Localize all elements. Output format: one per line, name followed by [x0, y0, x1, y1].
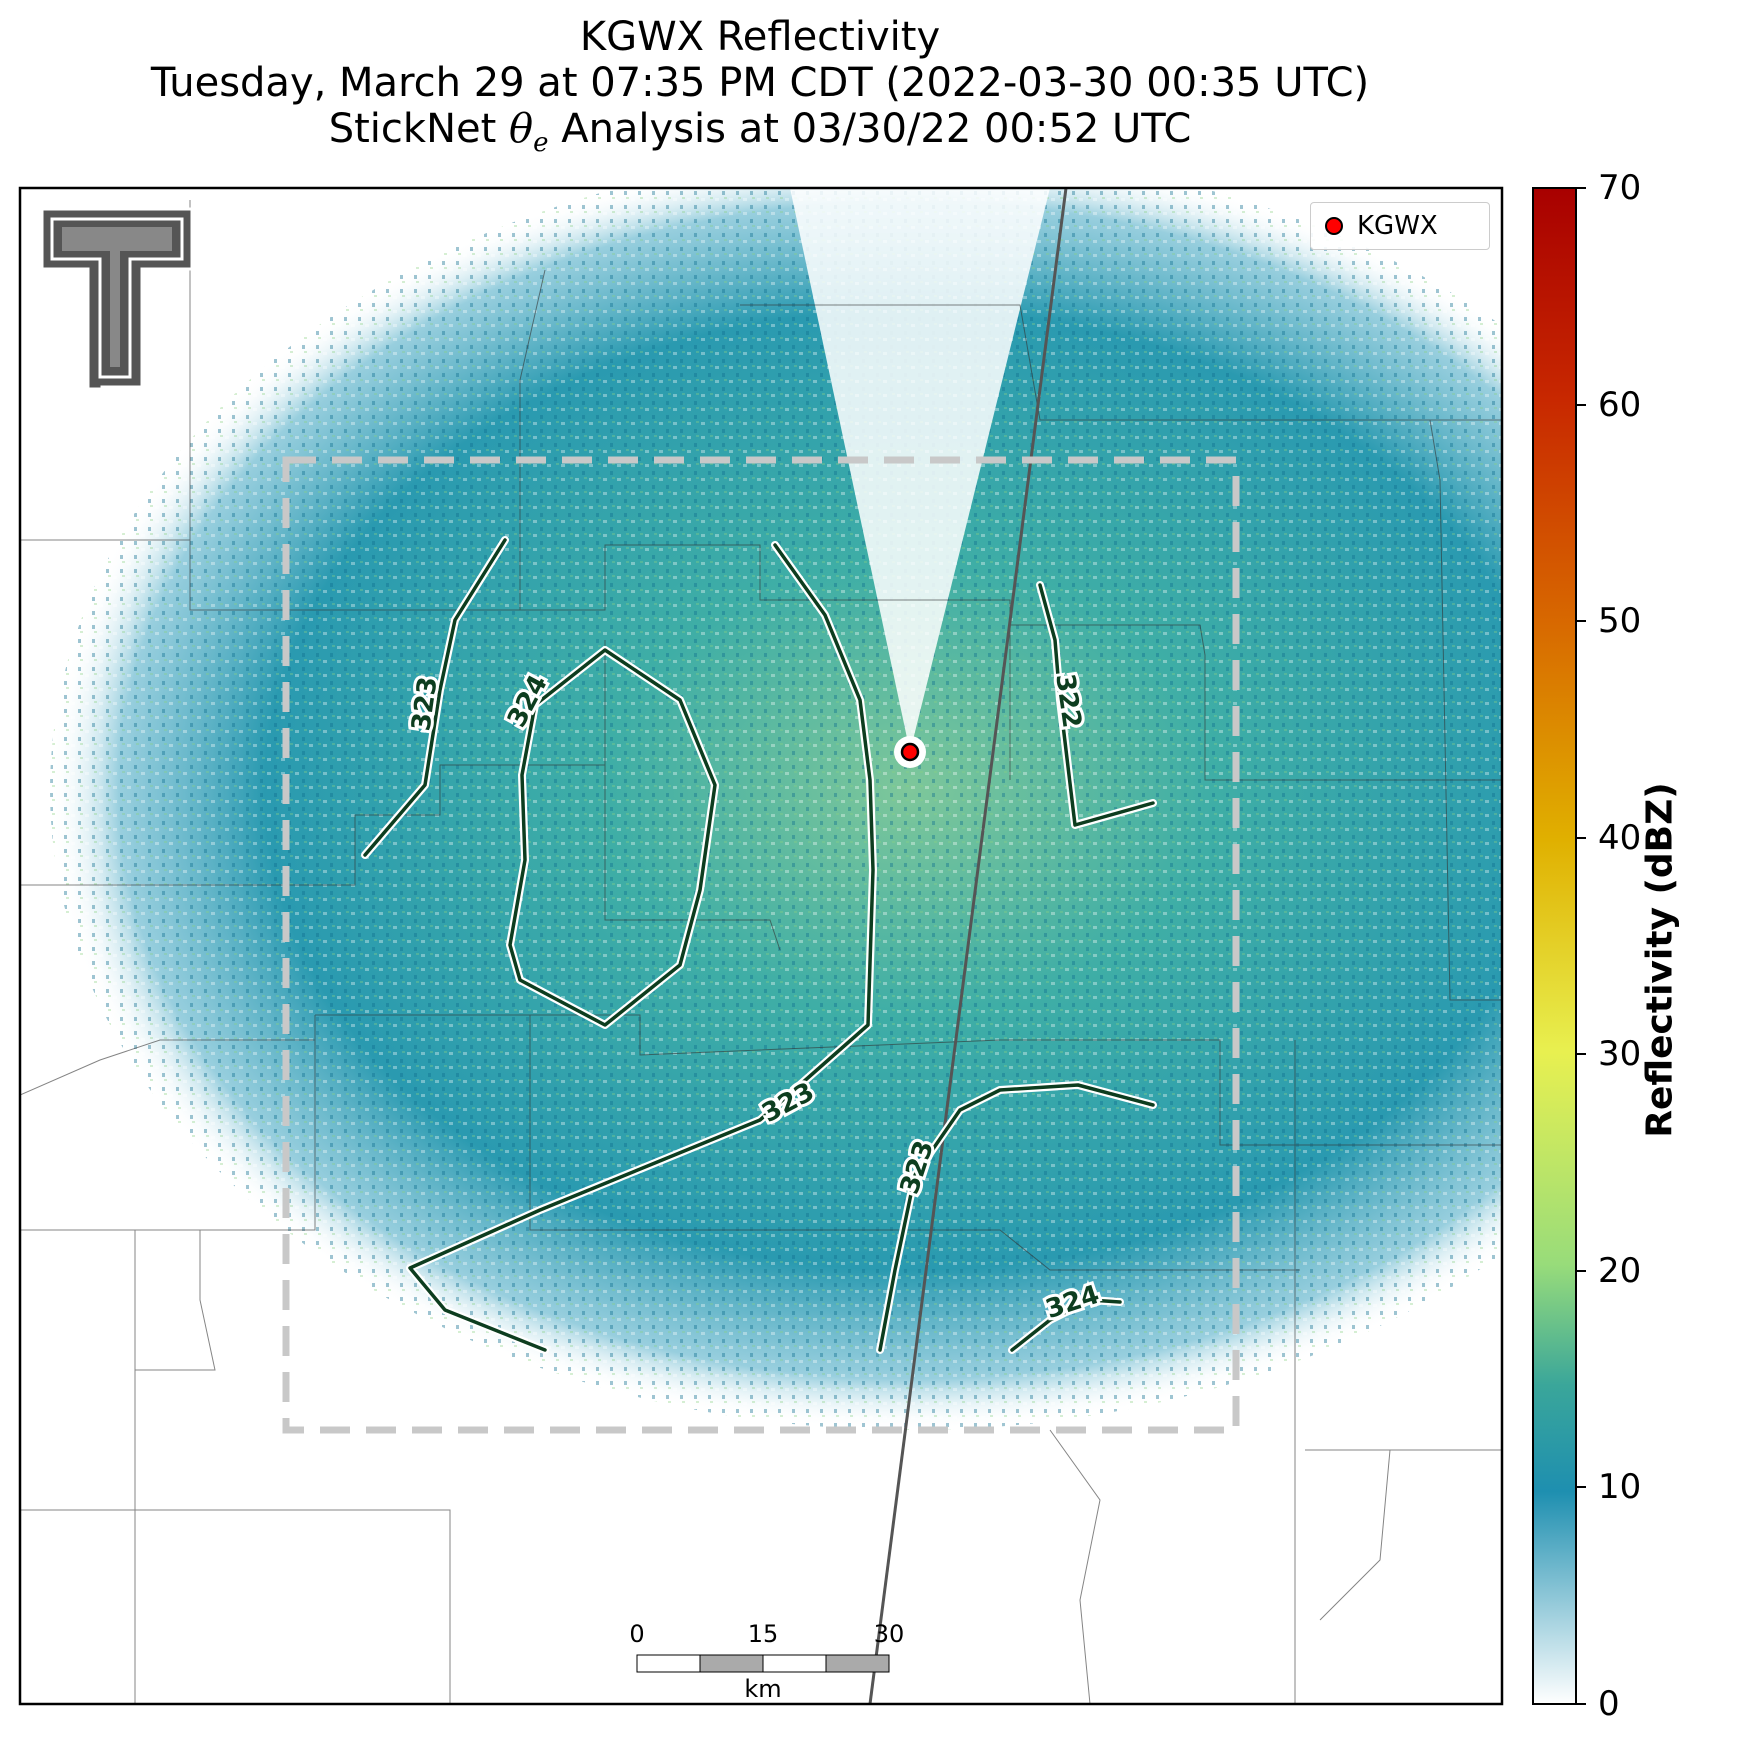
title-line-1: KGWX Reflectivity	[579, 14, 941, 60]
legend-label: KGWX	[1357, 211, 1438, 241]
analysis-domain-box	[282, 456, 1240, 1434]
colorbar-tick-label: 0	[1598, 1684, 1620, 1724]
map-legend: KGWX	[1310, 202, 1490, 250]
colorbar-label: Reflectivity (dBZ)	[1639, 782, 1681, 1138]
colorbar-tick-label: 40	[1598, 818, 1642, 858]
colorbar	[1532, 187, 1577, 1705]
colorbar-tick-label: 30	[1598, 1034, 1642, 1074]
scale-bar-tick-label: 30	[873, 1620, 905, 1648]
theta-symbol: θ	[509, 106, 534, 152]
title-line-3-prefix: StickNet	[328, 106, 497, 152]
title-line-2: Tuesday, March 29 at 07:35 PM CDT (2022-…	[150, 60, 1370, 106]
map-frame	[18, 186, 1504, 1706]
colorbar-tick-label: 10	[1598, 1467, 1642, 1507]
figure-title: KGWX Reflectivity Tuesday, March 29 at 0…	[0, 14, 1520, 166]
scale-bar	[636, 1654, 890, 1673]
theta-subscript: e	[533, 128, 549, 158]
title-line-3-suffix: Analysis at 03/30/22 00:52 UTC	[561, 106, 1192, 152]
map-area: 323 324 322 323 323 324	[20, 188, 1502, 1704]
colorbar-tick-label: 70	[1598, 168, 1642, 208]
contour-label: 323	[406, 675, 443, 733]
state-boundary-line	[868, 188, 1068, 1704]
legend-marker-icon	[1325, 217, 1343, 235]
radar-blind-wedge	[790, 188, 1050, 752]
kgwx-radar-marker	[900, 742, 920, 762]
scale-bar-tick-label: 15	[747, 1620, 779, 1648]
title-line-3: StickNet θe Analysis at 03/30/22 00:52 U…	[0, 106, 1520, 166]
texas-tech-logo	[40, 207, 194, 391]
colorbar-ticks	[1576, 187, 1586, 1705]
scale-bar-unit: km	[744, 1675, 782, 1703]
colorbar-tick-label: 50	[1598, 601, 1642, 641]
colorbar-tick-label: 60	[1598, 385, 1642, 425]
scale-bar-tick-label: 0	[629, 1620, 645, 1648]
theta-e-contours	[361, 536, 1157, 1354]
colorbar-tick-label: 20	[1598, 1251, 1642, 1291]
